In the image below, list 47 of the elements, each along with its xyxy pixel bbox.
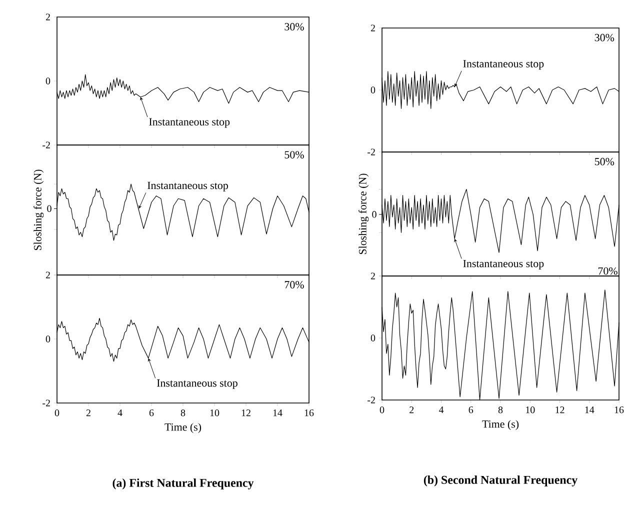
y-tick-label: 2 bbox=[46, 14, 50, 20]
annotation: Instantaneous stop bbox=[149, 118, 230, 128]
x-tick-label: 4 bbox=[118, 410, 122, 416]
x-tick-label: 8 bbox=[498, 406, 503, 414]
y-tick-label: -2 bbox=[42, 142, 50, 148]
x-axis-title: Time (s) bbox=[482, 420, 519, 430]
annotation: 30% bbox=[284, 23, 304, 30]
y-tick-label: -2 bbox=[42, 400, 50, 406]
x-tick-label: 6 bbox=[149, 410, 154, 416]
x-tick-label: 16 bbox=[304, 410, 314, 416]
x-tick-label: 8 bbox=[180, 410, 186, 416]
y-tick-label: -2 bbox=[368, 396, 375, 404]
y-tick-label: -2 bbox=[368, 148, 375, 156]
y-axis-title: Sloshing force (N) bbox=[34, 170, 44, 250]
text: 50% bbox=[284, 151, 304, 159]
y-tick-label: 0 bbox=[370, 86, 376, 94]
text: (a) First Natural Frequency bbox=[112, 478, 254, 490]
x-tick-label: 0 bbox=[380, 406, 384, 414]
annotation: 70% bbox=[598, 267, 618, 275]
x-tick-label: 12 bbox=[556, 406, 564, 414]
x-axis-title: Time (s) bbox=[164, 423, 202, 433]
x-tick-label: 0 bbox=[54, 410, 60, 416]
annotation: Instantaneous stop bbox=[463, 60, 544, 70]
y-tick-label: 0 bbox=[46, 78, 50, 84]
y-tick-label: 2 bbox=[370, 24, 375, 32]
y-tick-label: 0 bbox=[370, 334, 376, 342]
y-tick-label: 2 bbox=[46, 272, 50, 278]
x-tick-label: 4 bbox=[438, 406, 444, 414]
annotation: Instantaneous stop bbox=[463, 260, 544, 270]
text: 50% bbox=[595, 158, 614, 166]
x-tick-label: 12 bbox=[242, 410, 250, 416]
x-tick-label: 2 bbox=[86, 410, 90, 416]
x-tick-label: 16 bbox=[614, 406, 624, 414]
annotation: 30% bbox=[594, 34, 614, 42]
y-tick-label: 0 bbox=[46, 336, 50, 342]
annotation: 70% bbox=[284, 281, 304, 288]
annotation: Instantaneous stop bbox=[148, 182, 228, 192]
x-tick-label: 6 bbox=[468, 406, 474, 414]
x-tick-label: 2 bbox=[410, 406, 414, 414]
y-tick-label: 2 bbox=[370, 272, 375, 280]
text: (b) Second Natural Frequency bbox=[424, 476, 578, 486]
y-axis-title: Sloshing force (N) bbox=[358, 174, 369, 254]
x-tick-label: 10 bbox=[210, 410, 220, 416]
x-tick-label: 10 bbox=[526, 406, 535, 414]
annotation: Instantaneous stop bbox=[156, 379, 238, 389]
x-tick-label: 14 bbox=[273, 410, 282, 416]
x-tick-label: 14 bbox=[585, 406, 594, 414]
